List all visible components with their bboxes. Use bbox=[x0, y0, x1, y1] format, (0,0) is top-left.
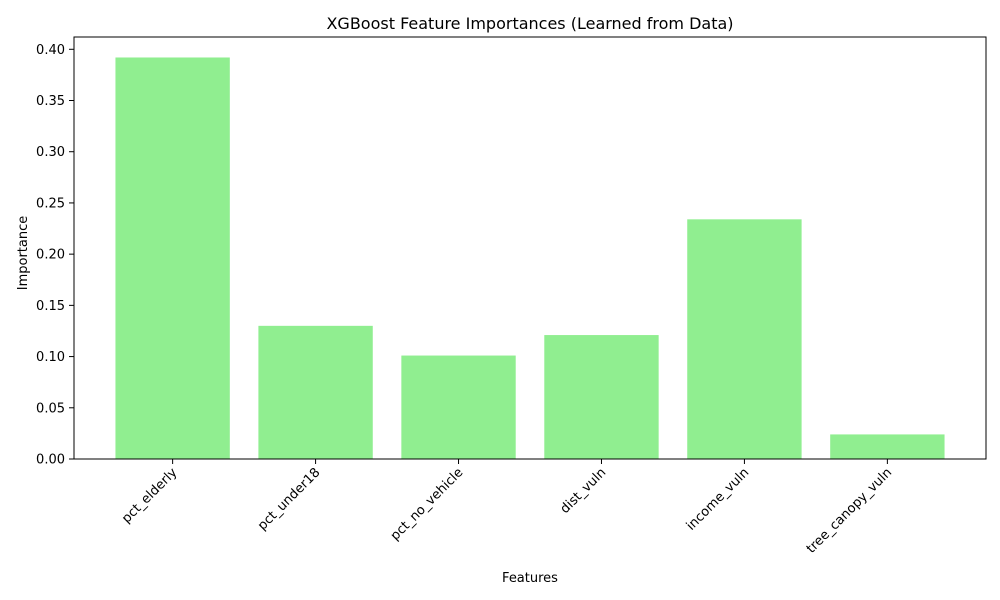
y-tick-label: 0.10 bbox=[36, 350, 65, 365]
y-tick-label: 0.30 bbox=[36, 145, 65, 160]
y-tick-label: 0.40 bbox=[36, 43, 65, 58]
bar-pct-elderly bbox=[115, 57, 230, 460]
plot-frame bbox=[73, 36, 987, 460]
chart-title: XGBoost Feature Importances (Learned fro… bbox=[326, 14, 733, 33]
bar-income-vuln bbox=[687, 219, 802, 459]
bar-tree-canopy-vuln bbox=[830, 434, 945, 459]
bars-group bbox=[115, 57, 945, 460]
y-tick-label: 0.25 bbox=[36, 196, 65, 211]
bar-pct-no-vehicle bbox=[401, 355, 516, 459]
y-tick-label: 0.05 bbox=[36, 401, 65, 416]
x-axis-label: Features bbox=[502, 571, 558, 586]
y-tick-label: 0.20 bbox=[36, 248, 65, 263]
y-axis-label: Importance bbox=[16, 216, 31, 291]
y-tick-label: 0.00 bbox=[36, 453, 65, 468]
bar-dist-vuln bbox=[544, 335, 659, 459]
y-tick-label: 0.15 bbox=[36, 299, 65, 314]
bar-pct-under18 bbox=[258, 325, 373, 459]
y-axis: 0.00 0.05 0.10 0.15 0.20 0.25 0.30 0.35 0.40 bbox=[36, 43, 74, 468]
y-tick-label: 0.35 bbox=[36, 94, 65, 109]
